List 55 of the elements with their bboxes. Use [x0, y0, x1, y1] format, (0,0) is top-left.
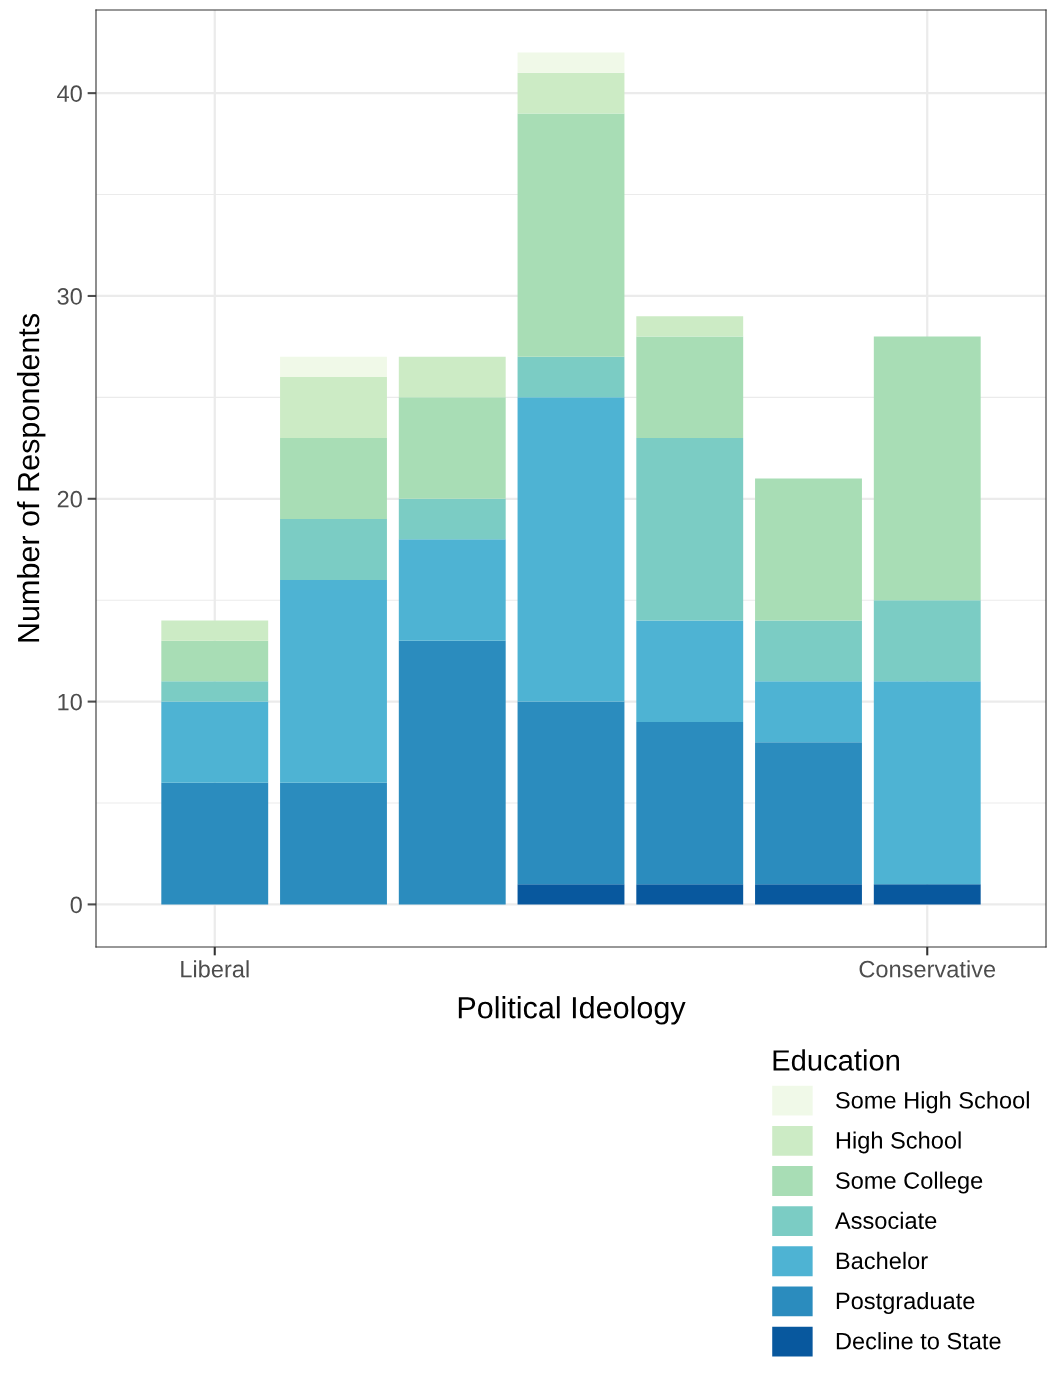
y-axis-title: Number of Respondents	[16, 313, 46, 642]
legend-title: Education	[773, 1049, 900, 1071]
bar	[517, 113, 625, 357]
bar	[517, 72, 625, 114]
legend-label: Postgraduate	[836, 1291, 975, 1314]
bar	[161, 620, 269, 641]
x-tick-label: Liberal	[181, 960, 249, 978]
legend-label: Decline to State	[836, 1332, 1001, 1350]
y-tick-label: 20	[57, 490, 82, 508]
bar	[755, 478, 862, 621]
y-tick-label: 0	[70, 896, 82, 914]
bar	[280, 782, 387, 905]
bar	[517, 884, 625, 905]
bar	[161, 701, 269, 783]
bar	[636, 884, 744, 905]
bar	[280, 579, 387, 783]
bar	[280, 356, 387, 378]
legend-label: Some High School	[836, 1091, 1029, 1114]
bar	[636, 316, 744, 337]
bar	[398, 356, 506, 398]
x-tick-label: Conservative	[859, 960, 996, 978]
bar	[161, 681, 269, 702]
y-tick-label: 40	[57, 85, 82, 102]
bar	[398, 640, 506, 905]
legend-label: Bachelor	[836, 1251, 928, 1270]
bar	[636, 620, 744, 722]
bar	[636, 437, 744, 621]
bar	[280, 377, 387, 438]
bar	[755, 681, 862, 743]
bar	[161, 640, 269, 682]
y-tick-label: 30	[57, 288, 82, 305]
bar	[517, 701, 625, 885]
bar	[873, 884, 981, 905]
y-tick-label: 10	[58, 693, 82, 711]
bar	[398, 498, 506, 540]
bar	[873, 681, 981, 885]
x-axis-title: Political Ideology	[458, 996, 686, 1025]
bar	[280, 437, 387, 520]
bar	[517, 397, 625, 702]
bar	[873, 336, 981, 601]
legend-label: High School	[836, 1131, 961, 1154]
bar	[517, 52, 625, 73]
legend-label: Associate	[834, 1211, 937, 1230]
bar	[280, 519, 387, 580]
bar	[636, 336, 744, 438]
bar	[755, 620, 862, 682]
bar	[398, 539, 506, 641]
bar	[873, 600, 981, 682]
legend-label: Some College	[836, 1171, 983, 1194]
bar	[398, 397, 506, 499]
bar	[755, 884, 862, 905]
bar	[755, 742, 862, 885]
bar	[517, 356, 625, 398]
bar	[161, 782, 269, 905]
bar	[636, 721, 744, 885]
